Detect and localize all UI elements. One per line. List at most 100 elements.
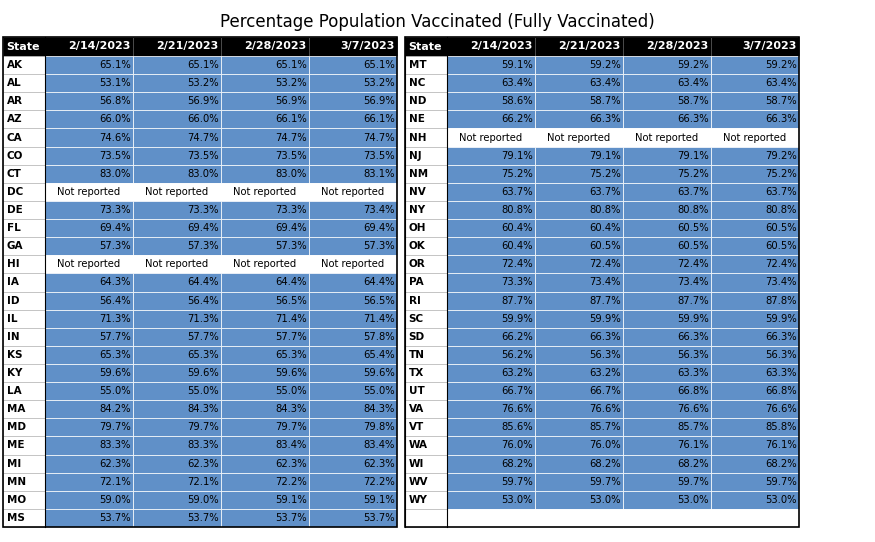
- Text: Not reported: Not reported: [58, 187, 121, 197]
- Text: 83.3%: 83.3%: [99, 441, 130, 450]
- Bar: [309, 37, 397, 56]
- Bar: [405, 418, 447, 436]
- Bar: [221, 37, 309, 56]
- Bar: [45, 92, 133, 111]
- Bar: [405, 491, 447, 509]
- Bar: [3, 37, 45, 56]
- Bar: [535, 309, 623, 328]
- Bar: [623, 328, 711, 346]
- Bar: [45, 273, 133, 292]
- Bar: [623, 111, 711, 128]
- Bar: [711, 201, 799, 219]
- Bar: [405, 56, 447, 74]
- Bar: [623, 165, 711, 183]
- Text: 74.7%: 74.7%: [363, 133, 395, 143]
- Bar: [711, 92, 799, 111]
- Text: 73.3%: 73.3%: [501, 278, 533, 287]
- Text: Not reported: Not reported: [635, 133, 698, 143]
- Text: 73.3%: 73.3%: [275, 205, 306, 215]
- Text: 87.8%: 87.8%: [765, 295, 796, 306]
- Bar: [3, 165, 45, 183]
- Text: 60.5%: 60.5%: [677, 241, 709, 251]
- Bar: [309, 455, 397, 473]
- Text: 56.3%: 56.3%: [589, 350, 620, 360]
- Bar: [221, 237, 309, 255]
- Bar: [133, 491, 221, 509]
- Bar: [447, 473, 535, 491]
- Text: OH: OH: [409, 223, 426, 233]
- Text: 66.7%: 66.7%: [500, 386, 533, 396]
- Text: MA: MA: [6, 404, 24, 414]
- Bar: [711, 455, 799, 473]
- Bar: [45, 255, 133, 273]
- Bar: [133, 400, 221, 418]
- Text: 3/7/2023: 3/7/2023: [340, 42, 395, 51]
- Bar: [623, 128, 711, 146]
- Text: 71.4%: 71.4%: [363, 314, 395, 324]
- Bar: [711, 382, 799, 400]
- Text: 59.2%: 59.2%: [765, 60, 796, 70]
- Bar: [405, 165, 447, 183]
- Text: 57.7%: 57.7%: [186, 332, 219, 342]
- Text: 60.5%: 60.5%: [677, 223, 709, 233]
- Text: 76.0%: 76.0%: [589, 441, 620, 450]
- Text: 55.0%: 55.0%: [275, 386, 306, 396]
- Text: 64.3%: 64.3%: [99, 278, 130, 287]
- Text: 74.7%: 74.7%: [275, 133, 306, 143]
- Text: 2/14/2023: 2/14/2023: [470, 42, 533, 51]
- Text: LA: LA: [6, 386, 21, 396]
- Bar: [405, 219, 447, 237]
- Bar: [45, 128, 133, 146]
- Text: 84.2%: 84.2%: [99, 404, 130, 414]
- Text: 69.4%: 69.4%: [275, 223, 306, 233]
- Bar: [309, 128, 397, 146]
- Bar: [221, 292, 309, 309]
- Bar: [711, 309, 799, 328]
- Bar: [3, 309, 45, 328]
- Text: DE: DE: [6, 205, 22, 215]
- Text: PA: PA: [409, 278, 423, 287]
- Bar: [535, 111, 623, 128]
- Bar: [3, 219, 45, 237]
- Text: 56.3%: 56.3%: [677, 350, 709, 360]
- Text: Percentage Population Vaccinated (Fully Vaccinated): Percentage Population Vaccinated (Fully …: [220, 13, 654, 31]
- Text: 62.3%: 62.3%: [187, 459, 219, 469]
- Bar: [535, 219, 623, 237]
- Bar: [405, 364, 447, 382]
- Bar: [3, 382, 45, 400]
- Text: 59.0%: 59.0%: [187, 495, 219, 505]
- Text: 76.1%: 76.1%: [765, 441, 796, 450]
- Bar: [133, 455, 221, 473]
- Bar: [3, 255, 45, 273]
- Bar: [221, 201, 309, 219]
- Bar: [221, 146, 309, 165]
- Bar: [447, 346, 535, 364]
- Bar: [711, 292, 799, 309]
- Text: 68.2%: 68.2%: [765, 459, 796, 469]
- Text: 75.2%: 75.2%: [589, 169, 620, 179]
- Text: 57.3%: 57.3%: [275, 241, 306, 251]
- Bar: [133, 165, 221, 183]
- Text: 66.2%: 66.2%: [500, 332, 533, 342]
- Text: 79.2%: 79.2%: [765, 151, 796, 160]
- Text: 53.2%: 53.2%: [363, 78, 395, 88]
- Bar: [309, 400, 397, 418]
- Text: 83.4%: 83.4%: [363, 441, 395, 450]
- Bar: [711, 364, 799, 382]
- Bar: [447, 201, 535, 219]
- Text: 60.5%: 60.5%: [765, 241, 796, 251]
- Text: 66.1%: 66.1%: [275, 114, 306, 125]
- Bar: [623, 364, 711, 382]
- Text: ID: ID: [6, 295, 19, 306]
- Text: 76.6%: 76.6%: [589, 404, 620, 414]
- Text: 59.7%: 59.7%: [765, 477, 796, 487]
- Text: 59.7%: 59.7%: [589, 477, 620, 487]
- Bar: [309, 255, 397, 273]
- Bar: [133, 418, 221, 436]
- Bar: [405, 455, 447, 473]
- Bar: [3, 183, 45, 201]
- Text: 63.4%: 63.4%: [501, 78, 533, 88]
- Text: 72.4%: 72.4%: [677, 259, 709, 269]
- Bar: [535, 382, 623, 400]
- Bar: [535, 400, 623, 418]
